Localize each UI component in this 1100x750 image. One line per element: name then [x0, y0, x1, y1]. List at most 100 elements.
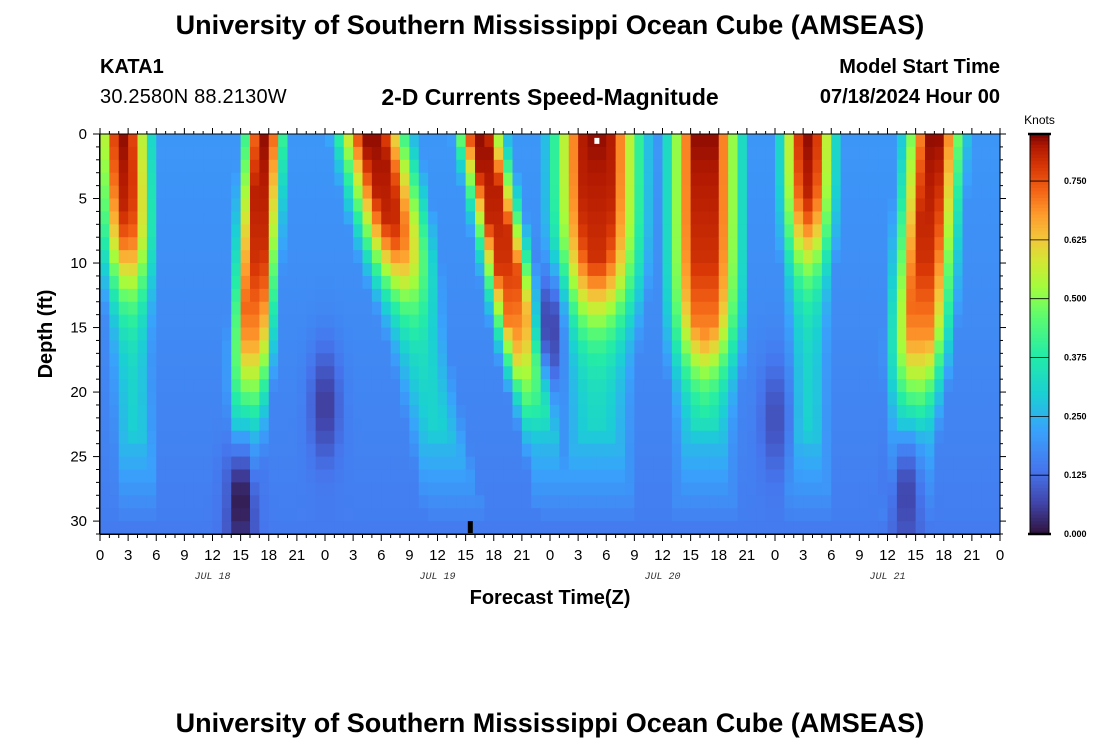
heatmap-cell — [381, 134, 392, 148]
heatmap-cell — [475, 275, 485, 290]
heatmap-cell — [596, 185, 607, 200]
heatmap-cell — [540, 250, 551, 264]
heatmap-cell — [118, 379, 129, 393]
x-tick-label: 6 — [827, 547, 835, 564]
heatmap-cell — [409, 366, 420, 380]
heatmap-cell — [531, 417, 542, 432]
heatmap-cell — [550, 288, 560, 303]
heatmap-cell — [962, 134, 973, 148]
heatmap-cell — [559, 172, 570, 187]
heatmap-cell — [221, 327, 232, 342]
heatmap-cell — [550, 417, 560, 432]
colorbar-unit: Knots — [1024, 113, 1055, 127]
heatmap-cell — [390, 172, 401, 187]
heatmap-cell — [390, 314, 401, 329]
colorbar-segment — [1030, 434, 1049, 438]
colorbar-segment — [1030, 274, 1049, 278]
heatmap-cell — [128, 172, 139, 187]
heatmap-cell — [203, 482, 214, 496]
heatmap-cell — [193, 353, 204, 367]
heatmap-cell — [146, 224, 157, 238]
heatmap-cell — [118, 404, 129, 419]
heatmap-cell — [428, 327, 439, 342]
heatmap-cell — [971, 469, 982, 483]
heatmap-cell — [578, 237, 589, 251]
heatmap-cell — [737, 327, 748, 342]
heatmap-cell — [484, 379, 495, 393]
heatmap-cell — [700, 288, 710, 303]
heatmap-cell — [737, 366, 748, 380]
heatmap-cell — [728, 366, 739, 380]
heatmap-cell — [943, 521, 954, 535]
heatmap-cell — [250, 456, 260, 471]
heatmap-cell — [268, 224, 279, 238]
heatmap-cell — [390, 404, 401, 419]
heatmap-cell — [934, 443, 945, 458]
colorbar-segment — [1030, 400, 1049, 405]
heatmap-cell — [962, 469, 973, 483]
heatmap-cell — [643, 366, 654, 380]
heatmap-cell — [915, 146, 926, 161]
heatmap-cell — [221, 198, 232, 213]
heatmap-cell — [146, 508, 157, 522]
heatmap-cell — [446, 443, 457, 458]
heatmap-cell — [493, 508, 504, 522]
heatmap-cell — [390, 198, 401, 213]
heatmap-cell — [990, 443, 1001, 458]
heatmap-cell — [475, 237, 485, 251]
heatmap-cell — [878, 134, 889, 148]
colorbar-segment — [1030, 347, 1049, 352]
heatmap-cell — [531, 430, 542, 445]
heatmap-cell — [728, 172, 739, 187]
heatmap-cell — [812, 430, 823, 445]
heatmap-cell — [268, 301, 279, 316]
heatmap-cell — [934, 392, 945, 406]
heatmap-cell — [137, 482, 148, 496]
heatmap-cell — [981, 301, 992, 316]
heatmap-cell — [962, 482, 973, 496]
heatmap-cell — [437, 392, 448, 406]
heatmap-cell — [465, 404, 476, 419]
heatmap-cell — [878, 404, 889, 419]
heatmap-cell — [390, 327, 401, 342]
heatmap-cell — [662, 134, 673, 148]
heatmap-cell — [690, 508, 701, 522]
colorbar-segment — [1030, 284, 1049, 288]
colorbar-segment — [1030, 487, 1049, 492]
footer-title: University of Southern Mississippi Ocean… — [175, 708, 925, 738]
heatmap-cell — [521, 353, 532, 367]
heatmap-cell — [100, 469, 110, 483]
heatmap-cell — [128, 417, 139, 432]
heatmap-cell — [325, 379, 335, 393]
heatmap-cell — [671, 508, 682, 522]
heatmap-cell — [840, 275, 851, 290]
heatmap-cell — [503, 469, 514, 483]
heatmap-cell — [381, 211, 392, 225]
heatmap-cell — [193, 146, 204, 161]
heatmap-cell — [634, 224, 645, 238]
heatmap-cell — [953, 508, 964, 522]
colorbar-segment — [1030, 420, 1049, 425]
heatmap-cell — [821, 327, 832, 342]
heatmap-cell — [653, 417, 664, 432]
heatmap-cell — [128, 456, 139, 471]
heatmap-cell — [775, 224, 785, 238]
heatmap-cell — [118, 237, 129, 251]
heatmap-cell — [643, 340, 654, 354]
heatmap-cell — [493, 146, 504, 161]
heatmap-cell — [831, 146, 842, 161]
heatmap-cell — [437, 456, 448, 471]
heatmap-cell — [793, 211, 804, 225]
heatmap-cell — [653, 327, 664, 342]
colorbar-segment — [1030, 437, 1049, 442]
heatmap-cell — [559, 301, 570, 316]
heatmap-cell — [587, 288, 598, 303]
heatmap-cell — [231, 482, 242, 496]
heatmap-cell — [831, 353, 842, 367]
heatmap-cell — [268, 146, 279, 161]
heatmap-cell — [343, 443, 354, 458]
heatmap-cell — [971, 404, 982, 419]
colorbar-segment — [1030, 187, 1049, 192]
heatmap-cell — [578, 404, 589, 419]
heatmap-cell — [531, 482, 542, 496]
